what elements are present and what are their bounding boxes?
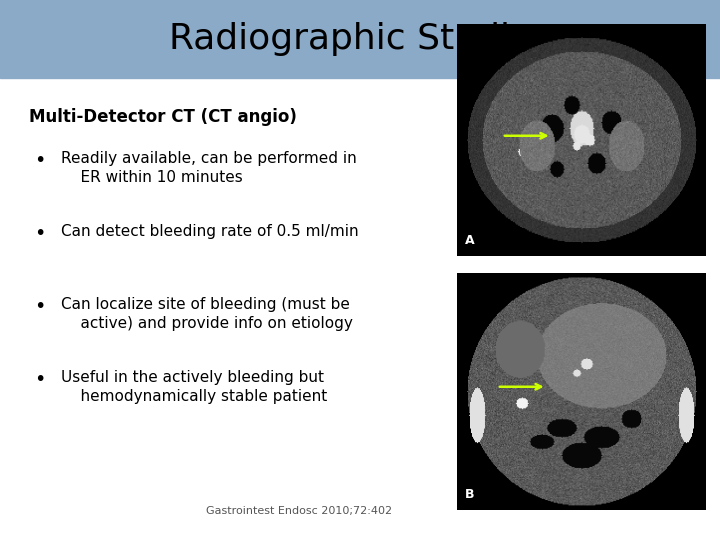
Text: •: • [34,297,45,316]
Text: Radiographic Studies: Radiographic Studies [169,22,551,56]
Text: Gastrointest Endosc 2010;72:402: Gastrointest Endosc 2010;72:402 [206,505,392,516]
Text: Can detect bleeding rate of 0.5 ml/min: Can detect bleeding rate of 0.5 ml/min [61,224,359,239]
Text: Useful in the actively bleeding but
    hemodynamically stable patient: Useful in the actively bleeding but hemo… [61,370,328,404]
Text: Can localize site of bleeding (must be
    active) and provide info on etiology: Can localize site of bleeding (must be a… [61,297,353,331]
Text: •: • [34,151,45,170]
Text: Readily available, can be performed in
    ER within 10 minutes: Readily available, can be performed in E… [61,151,357,185]
Text: •: • [34,224,45,243]
Text: Multi-Detector CT (CT angio): Multi-Detector CT (CT angio) [29,108,297,126]
Text: B: B [464,488,474,501]
Text: •: • [34,370,45,389]
Text: A: A [464,234,474,247]
Bar [0,0,720,78]
